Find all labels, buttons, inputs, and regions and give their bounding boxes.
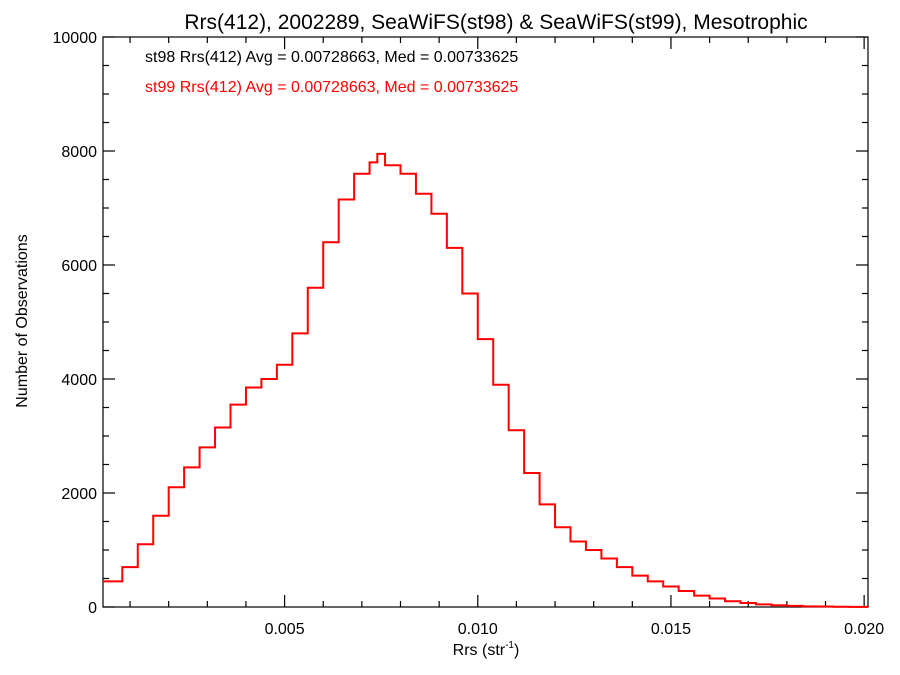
annotation-st99: st99 Rrs(412) Avg = 0.00728663, Med = 0.…	[145, 79, 518, 96]
y-tick-label: 0	[88, 600, 97, 617]
x-tick-labels: 0.005 0.010 0.015 0.020	[265, 621, 885, 638]
x-axis-label-close: )	[514, 642, 519, 659]
y-tick-label: 2000	[61, 486, 97, 503]
x-tick-label: 0.020	[844, 621, 884, 638]
axis-ticks	[103, 36, 868, 608]
plot-frame	[102, 36, 869, 608]
x-axis-label: Rrs (str-1)	[453, 640, 520, 659]
y-axis-label: Number of Observations	[14, 234, 31, 407]
x-axis-label-text: Rrs (str	[453, 642, 506, 659]
x-tick-label: 0.010	[458, 621, 498, 638]
x-axis-label-superscript: -1	[505, 640, 514, 651]
histogram-series-st99	[103, 152, 869, 608]
x-tick-label: 0.015	[651, 621, 691, 638]
x-tick-label: 0.005	[265, 621, 305, 638]
y-tick-label: 6000	[61, 258, 97, 275]
chart-title: Rrs(412), 2002289, SeaWiFS(st98) & SeaWi…	[184, 11, 807, 34]
y-tick-label: 10000	[53, 30, 98, 47]
annotation-st98: st98 Rrs(412) Avg = 0.00728663, Med = 0.…	[145, 49, 518, 66]
y-tick-label: 8000	[61, 144, 97, 161]
y-tick-label: 4000	[61, 372, 97, 389]
y-tick-labels: 0 2000 4000 6000 8000 10000	[53, 30, 98, 617]
